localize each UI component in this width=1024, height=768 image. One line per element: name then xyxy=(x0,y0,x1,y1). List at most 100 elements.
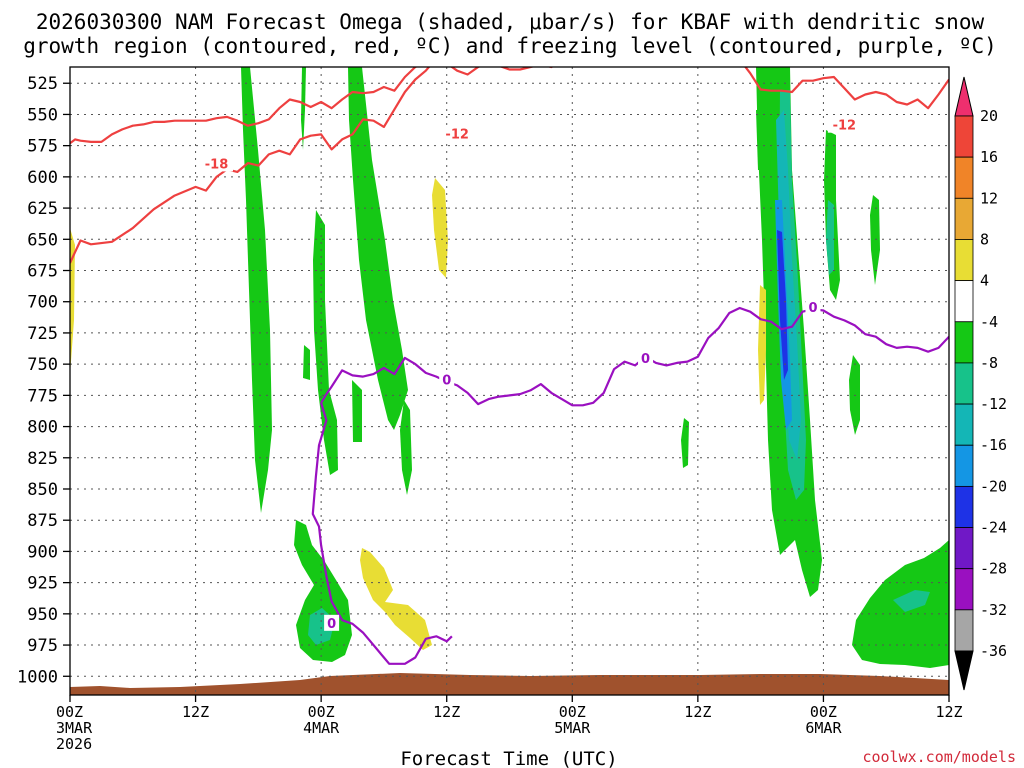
colorbar-swatch xyxy=(954,239,974,282)
x-tick-label: 00Z xyxy=(559,703,586,721)
colorbar-swatch xyxy=(954,527,974,570)
x-tick-label: 12Z xyxy=(935,703,962,721)
contour-label: 0 xyxy=(442,373,451,388)
contour-label-bg xyxy=(324,614,340,631)
x-tick-label: 12Z xyxy=(433,703,460,721)
colorbar-bottom-arrow xyxy=(954,650,974,691)
contour-line-1 xyxy=(70,67,949,145)
contour-label: 0 xyxy=(327,617,336,632)
colorbar-label: -20 xyxy=(980,477,1007,495)
omega-band-yellow xyxy=(432,178,448,278)
y-tick-label: 550 xyxy=(27,105,58,125)
colorbar-label: 20 xyxy=(980,107,998,125)
colorbar-swatch xyxy=(954,321,974,364)
colorbar-swatch xyxy=(954,444,974,487)
x-tick-label: 00Z xyxy=(810,703,837,721)
omega-band-yellow xyxy=(360,548,432,650)
contour-label: -18 xyxy=(205,157,229,172)
plot-frame xyxy=(69,66,950,696)
contour-label-bg xyxy=(827,116,861,133)
omega-shading xyxy=(70,67,949,668)
contour-label-bg xyxy=(440,125,474,142)
y-tick-label: 875 xyxy=(27,511,58,531)
omega-band-green xyxy=(681,418,689,468)
x-tick-label: 00Z xyxy=(308,703,335,721)
y-tick-label: 625 xyxy=(27,199,58,219)
y-tick-label: 725 xyxy=(27,324,58,344)
contour-label: -12 xyxy=(833,119,857,134)
y-tick-label: 850 xyxy=(27,480,58,500)
omega-band-green xyxy=(870,195,880,285)
colorbar-label: -32 xyxy=(980,601,1007,619)
y-tick-label: 775 xyxy=(27,386,58,406)
x-tick-label: 00Z xyxy=(56,703,83,721)
colorbar-swatch xyxy=(954,609,974,652)
contour-line-0 xyxy=(70,67,431,264)
omega-band-green xyxy=(303,345,310,380)
colorbar-label: -4 xyxy=(980,313,998,331)
y-tick-label: 950 xyxy=(27,605,58,625)
colorbar-swatch xyxy=(954,115,974,158)
omega-band-cyan xyxy=(776,110,801,460)
omega-band-teal xyxy=(893,590,930,612)
omega-band-green xyxy=(348,67,408,430)
colorbar-swatch xyxy=(954,568,974,611)
contour-label: 0 xyxy=(641,352,650,367)
contour-label: -12 xyxy=(445,127,469,142)
contour-label-bg xyxy=(439,371,455,388)
y-tick-label: 975 xyxy=(27,636,58,656)
y-tick-label: 600 xyxy=(27,168,58,188)
contour-labels: -18 -12 -12 0 0 0 0 xyxy=(200,116,861,632)
colorbar-swatch xyxy=(954,156,974,199)
x-tick-label: 2026 xyxy=(56,735,92,753)
y-tick-label: 800 xyxy=(27,418,58,438)
colorbar-label: 8 xyxy=(980,230,989,248)
y-tick-label: 1000 xyxy=(17,667,58,687)
colorbar: 20 16 12 8 4 -4 -8 -12 -16 -20 -24 -28 -32 -36 xyxy=(954,76,1007,691)
omega-band-green xyxy=(301,67,306,150)
omega-band-teal xyxy=(826,200,834,275)
x-tick-label: 12Z xyxy=(182,703,209,721)
contour-label-bg xyxy=(200,155,233,172)
colorbar-swatch xyxy=(954,403,974,446)
colorbar-label: 4 xyxy=(980,272,989,290)
colorbar-swatch xyxy=(954,280,974,323)
omega-band-green xyxy=(756,110,775,170)
colorbar-label: -16 xyxy=(980,436,1007,454)
x-tick-label: 5MAR xyxy=(554,719,591,737)
x-tick-label: 12Z xyxy=(684,703,711,721)
y-tick-label: 825 xyxy=(27,449,58,469)
omega-band-green xyxy=(400,400,412,495)
omega-band-yellow xyxy=(758,285,766,405)
title-line-2: growth region (contoured, red, ºC) and f… xyxy=(23,34,997,58)
y-tick-label: 700 xyxy=(27,293,58,313)
y-tick-label: 900 xyxy=(27,542,58,562)
omega-band-green xyxy=(352,380,362,442)
ground-shading xyxy=(70,673,949,695)
contour-label: 0 xyxy=(808,301,817,316)
x-tick-label: 4MAR xyxy=(303,719,340,737)
colorbar-label: -12 xyxy=(980,395,1007,413)
y-tick-label: 650 xyxy=(27,230,58,250)
x-tick-label: 3MAR xyxy=(56,719,93,737)
x-tick-label: 6MAR xyxy=(805,719,842,737)
y-tick-label: 525 xyxy=(27,74,58,94)
omega-band-darkblue xyxy=(777,230,788,380)
y-tick-label: 750 xyxy=(27,355,58,375)
omega-band-green xyxy=(313,210,338,475)
colorbar-label: 12 xyxy=(980,189,998,207)
y-tick-label: 925 xyxy=(27,574,58,594)
title-line-1: 2026030300 NAM Forecast Omega (shaded, μ… xyxy=(36,10,985,34)
y-axis: 525 550 575 600 625 650 675 700 725 750 775 800 825 8… xyxy=(17,74,70,687)
y-tick-label: 675 xyxy=(27,262,58,282)
colorbar-label: -28 xyxy=(980,560,1007,578)
colorbar-swatch xyxy=(954,485,974,528)
y-tick-label: 575 xyxy=(27,137,58,157)
colorbar-label: 16 xyxy=(980,148,998,166)
colorbar-swatch xyxy=(954,362,974,405)
contour-line-3 xyxy=(311,402,453,665)
contour-label-bg xyxy=(638,350,654,367)
omega-band-green xyxy=(241,67,272,513)
